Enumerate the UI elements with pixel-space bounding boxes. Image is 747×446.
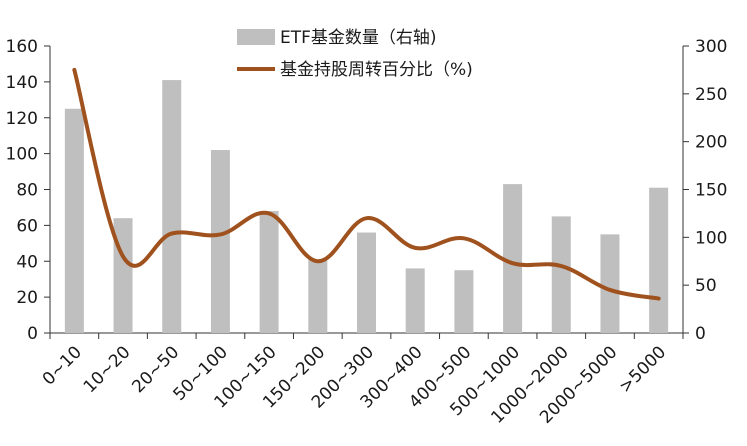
bar <box>259 211 279 333</box>
y-left-tick-label: 60 <box>16 216 38 236</box>
x-tick-label: 0~10 <box>39 342 86 389</box>
y-left-tick-label: 80 <box>16 181 38 201</box>
bar <box>113 218 133 333</box>
legend-line-label: 基金持股周转百分比（%) <box>280 60 473 80</box>
legend-bar-swatch <box>237 29 275 45</box>
y-left-tick-label: 40 <box>16 252 38 272</box>
y-right-tick-label: 300 <box>695 37 727 57</box>
y-right-tick-label: 200 <box>695 133 727 153</box>
bar <box>162 80 182 333</box>
bar <box>454 270 474 333</box>
bar <box>357 232 376 333</box>
y-left-tick-label: 120 <box>6 109 38 129</box>
legend: ETF基金数量（右轴) 基金持股周转百分比（%) <box>237 28 473 80</box>
x-tick-label: >5000 <box>615 342 670 397</box>
y-right-tick-label: 50 <box>695 276 717 296</box>
y-left-tick-label: 100 <box>6 145 38 165</box>
bar-series <box>64 80 669 333</box>
legend-bar-label: ETF基金数量（右轴) <box>280 28 437 48</box>
y-right-tick-label: 150 <box>695 181 727 201</box>
y-left-tick-label: 0 <box>27 324 38 344</box>
x-tick-label: 10~20 <box>80 342 135 397</box>
bar <box>551 216 571 333</box>
bar <box>503 184 523 333</box>
bar <box>600 234 620 333</box>
y-left-tick-label: 160 <box>6 37 38 57</box>
y-right-tick-label: 0 <box>695 324 706 344</box>
bar <box>649 187 669 333</box>
bar <box>64 108 84 333</box>
line-series <box>72 67 661 301</box>
series-line <box>72 67 661 301</box>
y-right-tick-label: 250 <box>695 85 727 105</box>
y-left-tick-label: 20 <box>16 288 38 308</box>
y-left-tick-label: 140 <box>6 73 38 93</box>
bar <box>308 259 328 333</box>
bar <box>405 268 425 333</box>
y-right-tick-label: 100 <box>695 228 727 248</box>
bar <box>210 150 230 333</box>
